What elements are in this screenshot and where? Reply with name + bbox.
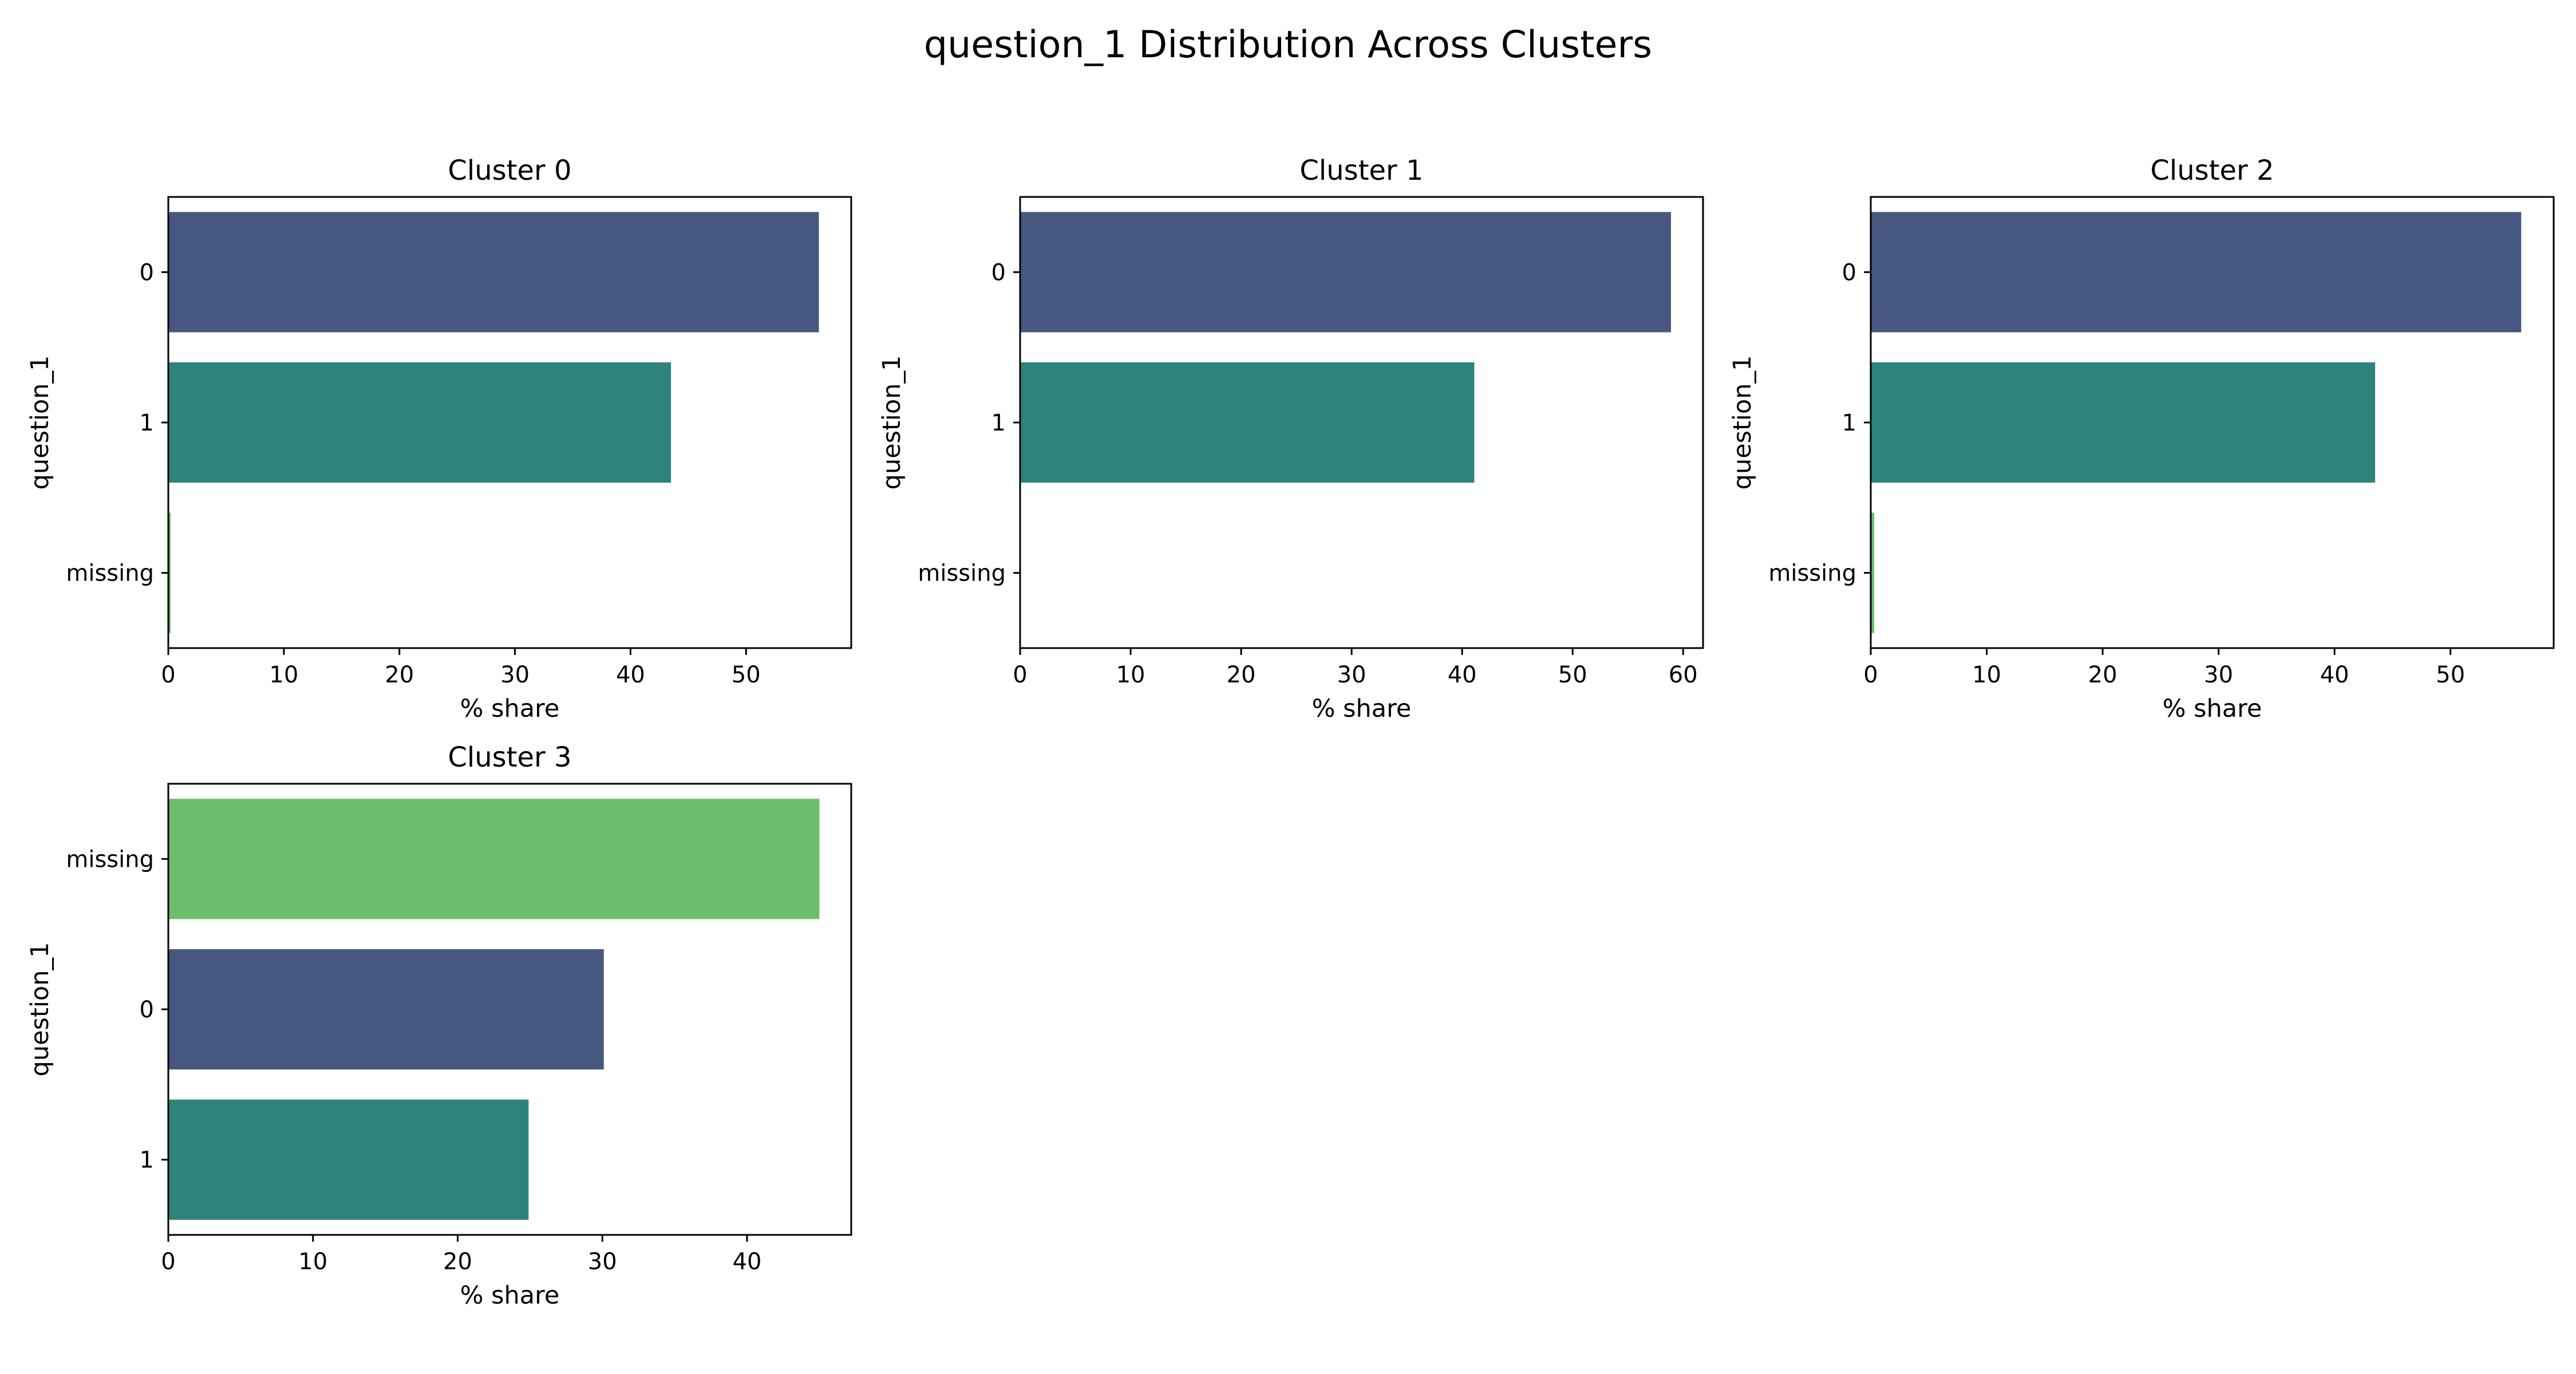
x-tick-label: 40 — [1448, 662, 1477, 688]
x-tick-label: 10 — [1972, 662, 2001, 688]
subplot-title: Cluster 1 — [1299, 155, 1423, 187]
figure-title: question_1 Distribution Across Clusters — [924, 23, 1652, 66]
x-tick-label: 20 — [2088, 662, 2117, 688]
bar-1 — [1871, 362, 2376, 483]
x-axis-label: % share — [2163, 694, 2262, 723]
x-tick-label: 10 — [1116, 662, 1145, 688]
x-tick-label: 0 — [161, 662, 175, 688]
bar-0 — [1871, 212, 2522, 333]
x-tick-label: 0 — [1863, 662, 1878, 688]
x-tick-label: 20 — [1227, 662, 1256, 688]
x-tick-label: 10 — [269, 662, 298, 688]
x-tick-label: 40 — [733, 1249, 762, 1275]
axes-frame — [167, 196, 852, 649]
x-axis-label: % share — [460, 694, 560, 723]
x-axis-label: % share — [1312, 694, 1412, 723]
x-tick-label: 0 — [1013, 662, 1027, 688]
y-tick-label: 0 — [1842, 259, 1856, 286]
cluster-panel-0: 0 1 missing 0 10 20 30 40 50 Cluster 0 % share ques… — [26, 155, 852, 723]
x-tick-label: 40 — [616, 662, 645, 688]
x-tick-label: 20 — [443, 1249, 472, 1275]
x-tick-label: 10 — [298, 1249, 327, 1275]
x-tick-label: 20 — [385, 662, 414, 688]
x-tick-label: 30 — [1337, 662, 1366, 688]
y-tick-label: missing — [918, 560, 1006, 587]
y-tick-label: 0 — [140, 259, 154, 286]
y-axis-label: question_1 — [26, 942, 54, 1077]
x-tick-label: 30 — [2204, 662, 2233, 688]
x-axis-label: % share — [460, 1281, 560, 1310]
bar-0 — [1020, 212, 1672, 333]
x-tick-label: 50 — [732, 662, 761, 688]
x-tick-label: 30 — [500, 662, 530, 688]
bar-1 — [168, 1099, 529, 1220]
x-tick-label: 50 — [2436, 662, 2465, 688]
y-axis-label: question_1 — [26, 356, 54, 490]
x-tick-label: 30 — [588, 1249, 617, 1275]
x-tick-label: 0 — [161, 1249, 175, 1275]
cluster-panel-2: 0 1 missing 0 10 20 30 40 50 Cluster 2 % share ques… — [1728, 155, 2555, 723]
y-tick-label: 1 — [140, 410, 154, 436]
bar-missing — [168, 512, 171, 633]
y-tick-label: 0 — [140, 997, 154, 1023]
bar-0 — [168, 212, 819, 333]
y-axis-label: question_1 — [1728, 356, 1757, 490]
subplot-title: Cluster 3 — [448, 741, 571, 773]
y-tick-label: missing — [66, 846, 154, 872]
axes-frame — [1870, 196, 2555, 649]
axes-frame — [1019, 196, 1704, 649]
bar-1 — [1020, 362, 1475, 483]
y-tick-label: 0 — [991, 259, 1006, 286]
y-tick-label: 1 — [140, 1147, 154, 1174]
y-tick-label: 1 — [1842, 410, 1856, 436]
bar-1 — [168, 362, 671, 483]
subplot-title: Cluster 0 — [448, 155, 571, 187]
y-axis-label: question_1 — [878, 356, 906, 490]
x-tick-label: 40 — [2320, 662, 2349, 688]
y-tick-label: missing — [1768, 560, 1856, 587]
cluster-panel-1: 0 1 missing 0 10 20 30 40 50 60 Cluster 1 % share qu… — [878, 155, 1704, 723]
bar-missing — [1871, 512, 1875, 633]
subplot-title: Cluster 2 — [2150, 155, 2274, 187]
bar-0 — [168, 949, 604, 1070]
bar-missing — [168, 799, 820, 919]
y-tick-label: missing — [66, 560, 154, 587]
x-tick-label: 50 — [1558, 662, 1587, 688]
y-tick-label: 1 — [991, 410, 1006, 436]
axes-frame — [167, 783, 852, 1236]
x-tick-label: 60 — [1669, 662, 1698, 688]
